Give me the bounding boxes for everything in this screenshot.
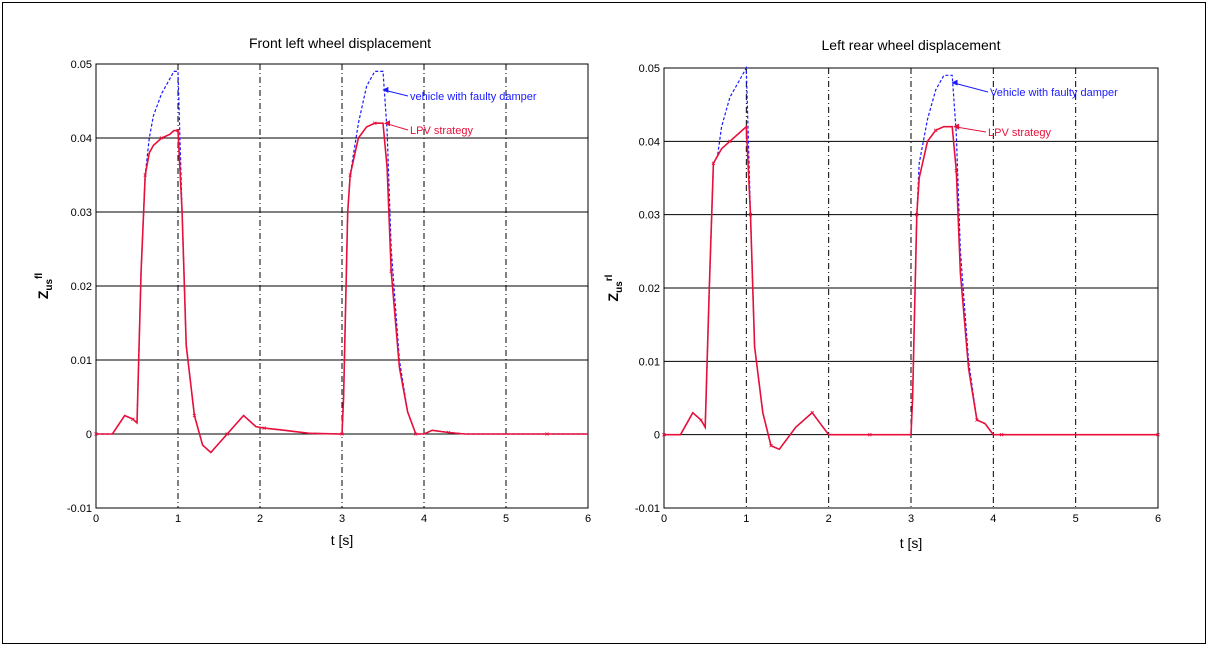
y-label-sup: rl [604,274,615,281]
arrowhead [384,120,390,127]
data-point [262,426,266,430]
series-line-lpv-strategy [96,122,588,454]
annotation-label: LPV strategy [410,125,473,137]
y-label-sub: us [614,281,625,293]
y-label-main: Z [605,292,621,301]
annotation-label: Vehicle with faulty damper [990,87,1118,99]
data-point [192,413,197,418]
data-point [131,417,135,421]
x-tick-label: 0 [661,513,667,525]
data-point [348,173,352,177]
y-label-main: Z [35,290,51,299]
y-tick-label: -0.01 [67,503,92,515]
data-point [225,432,229,436]
x-tick-label: 4 [990,513,996,525]
data-point [143,173,147,177]
data-point [176,128,180,133]
data-point [999,432,1004,437]
y-tick-label: 0.01 [71,355,92,367]
annotation-label: LPV strategy [988,127,1051,139]
data-point [728,139,732,144]
x-axis-label: t [s] [900,535,923,551]
y-tick-label: 0.03 [71,207,92,219]
data-point [748,212,753,217]
y-label-sub: us [44,279,55,291]
y-tick-label: 0.02 [71,281,92,293]
data-point [545,432,549,436]
data-point [446,430,451,435]
x-tick-label: 3 [908,513,914,525]
data-point [711,161,716,166]
x-tick-label: 0 [93,513,99,525]
chart-title: Left rear wheel displacement [822,37,1001,53]
x-tick-label: 1 [743,513,749,525]
arrowhead [951,79,958,86]
axes-box [95,63,589,509]
data-point [769,443,773,448]
x-tick-label: 2 [257,513,263,525]
y-tick-label: 0.05 [71,59,92,71]
data-point [699,418,703,422]
data-point [389,269,393,273]
y-tick-label: 0.05 [639,63,660,75]
arrowhead [382,86,389,93]
data-point [954,168,959,173]
data-point [914,212,919,217]
data-point [94,432,98,436]
data-point [414,432,418,436]
annotation-arrow [952,82,989,93]
x-tick-label: 3 [339,513,345,525]
chart-title: Front left wheel displacement [249,35,431,51]
x-axis-label: t [s] [331,532,354,548]
x-tick-label: 5 [1073,513,1079,525]
y-tick-label: 0.01 [639,356,660,368]
x-tick-label: 1 [175,513,181,525]
y-tick-label: 0.02 [639,283,660,295]
x-tick-label: 6 [1155,513,1161,525]
y-axis-label: Zusrl [604,274,625,301]
y-tick-label: 0 [86,429,92,441]
data-point [373,121,377,125]
y-tick-label: 0 [654,430,660,442]
data-point [1156,432,1160,437]
y-axis-label: Zusfl [34,273,55,300]
x-tick-label: 2 [826,513,832,525]
x-tick-label: 4 [421,513,427,525]
y-label-sup: fl [34,273,45,279]
data-point [159,136,164,140]
annotation-arrow [954,126,987,133]
data-point [340,432,344,436]
y-tick-label: 0.04 [639,136,660,148]
x-tick-label: 5 [503,513,509,525]
x-tick-label: 6 [585,513,591,525]
y-tick-label: 0.03 [639,210,660,222]
data-point [810,410,814,415]
data-point [868,432,872,437]
data-point [662,432,666,437]
y-tick-label: -0.01 [635,503,660,515]
axes-box [663,67,1159,509]
y-tick-label: 0.04 [71,133,92,145]
data-point [975,418,979,422]
annotation-label: vehicle with faulty damper [410,91,537,103]
series-line-lpv-strategy [664,124,1158,451]
data-point [933,128,938,133]
arrowhead [953,123,960,130]
